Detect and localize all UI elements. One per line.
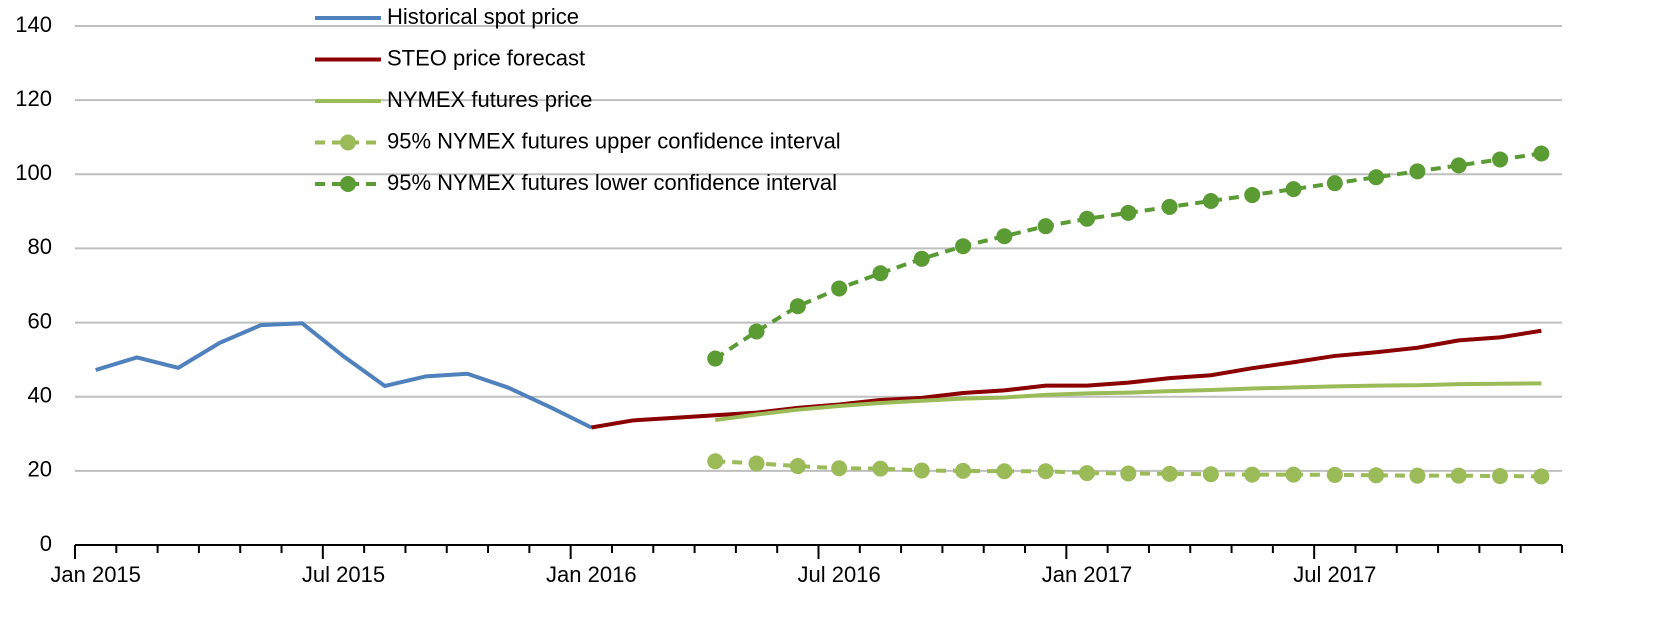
series-marker — [1202, 466, 1219, 483]
series-marker — [1244, 187, 1261, 204]
y-tick-label: 140 — [15, 12, 52, 37]
series-marker — [913, 462, 930, 479]
x-tick-label: Jul 2016 — [798, 562, 881, 587]
y-tick-label: 100 — [15, 160, 52, 185]
legend-label: 95% NYMEX futures upper confidence inter… — [387, 128, 841, 153]
series-marker — [1244, 466, 1261, 483]
series-marker — [1492, 151, 1509, 168]
y-tick-label: 0 — [40, 531, 52, 556]
series-marker — [1078, 465, 1095, 482]
series-marker — [1409, 163, 1426, 180]
series-marker — [1120, 465, 1137, 482]
series-marker — [831, 460, 848, 477]
series-marker — [789, 298, 806, 315]
series-marker — [1120, 204, 1137, 221]
y-tick-label: 20 — [28, 457, 52, 482]
x-tick-label: Jul 2017 — [1293, 562, 1376, 587]
y-tick-label: 40 — [28, 383, 52, 408]
series-marker — [872, 460, 889, 477]
series-marker — [996, 228, 1013, 245]
series-marker — [913, 250, 930, 267]
legend-label: 95% NYMEX futures lower confidence inter… — [387, 170, 837, 195]
series-line — [714, 151, 1542, 361]
y-tick-label: 60 — [28, 308, 52, 333]
legend-marker — [340, 176, 356, 192]
series-marker — [1450, 157, 1467, 174]
x-tick-label: Jan 2015 — [50, 562, 141, 587]
series-marker — [707, 350, 724, 367]
series-marker — [1409, 467, 1426, 484]
series-marker — [1078, 210, 1095, 227]
x-tick-label: Jan 2016 — [546, 562, 637, 587]
series-marker — [1368, 169, 1385, 186]
series-marker — [1533, 468, 1550, 485]
series-marker — [748, 455, 765, 472]
x-tick-label: Jul 2015 — [302, 562, 385, 587]
series-marker — [1161, 198, 1178, 215]
series-line — [714, 381, 1542, 423]
series-marker — [1161, 465, 1178, 482]
series-marker — [955, 462, 972, 479]
series-marker — [955, 238, 972, 255]
series-marker — [996, 463, 1013, 480]
legend-label: NYMEX futures price — [387, 87, 592, 112]
y-tick-label: 120 — [15, 86, 52, 111]
series-marker — [1285, 466, 1302, 483]
series-marker — [1533, 145, 1550, 162]
series-marker — [831, 280, 848, 297]
series-marker — [1450, 467, 1467, 484]
series-marker — [1202, 192, 1219, 209]
series-marker — [1326, 175, 1343, 192]
series-marker — [872, 265, 889, 282]
series-marker — [789, 458, 806, 475]
series-marker — [1037, 218, 1054, 235]
y-tick-label: 80 — [28, 234, 52, 259]
series-marker — [1368, 467, 1385, 484]
legend-label: Historical spot price — [387, 4, 579, 29]
series-line — [590, 328, 1542, 430]
series-marker — [707, 453, 724, 470]
series-marker — [748, 323, 765, 340]
legend-marker — [340, 134, 356, 151]
series-marker — [1492, 468, 1509, 485]
series-line — [95, 321, 593, 430]
series-marker — [1326, 466, 1343, 483]
series-marker — [1037, 463, 1054, 480]
x-tick-label: Jan 2017 — [1042, 562, 1133, 587]
series-marker — [1285, 181, 1302, 198]
legend-label: STEO price forecast — [387, 45, 585, 70]
